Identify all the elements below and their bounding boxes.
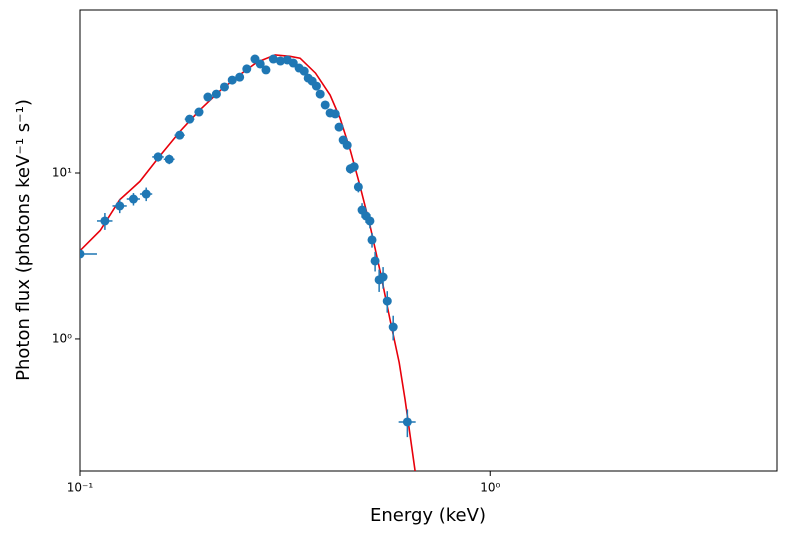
data-point (164, 154, 174, 164)
data-point (275, 56, 285, 66)
data-point (255, 59, 265, 69)
data-point (320, 100, 330, 110)
data-point (330, 109, 340, 119)
data-point (353, 182, 363, 192)
data-point (194, 107, 204, 117)
data-point (334, 122, 344, 132)
data-point (402, 417, 412, 427)
data-point (235, 72, 245, 82)
data-point (382, 296, 392, 306)
data-point (365, 216, 375, 226)
data-point (349, 162, 359, 172)
data-point (288, 58, 298, 68)
data-point (311, 81, 321, 91)
data-point (367, 235, 377, 245)
data-point (378, 272, 388, 282)
data-point (185, 114, 195, 124)
data-point (115, 201, 125, 211)
y-tick-label: 10¹ (52, 165, 72, 179)
data-point (268, 54, 278, 64)
data-point (219, 82, 229, 92)
data-point (153, 152, 163, 162)
data-point (128, 194, 138, 204)
model-curve (80, 54, 416, 471)
x-axis-label: Energy (keV) (370, 505, 486, 526)
data-point (299, 66, 309, 76)
plot-area (80, 54, 416, 471)
x-tick-label: 10⁻¹ (67, 481, 94, 495)
data-point (388, 322, 398, 332)
data-point (370, 256, 380, 266)
y-axis-label: Photon flux (photons keV⁻¹ s⁻¹) (13, 99, 34, 381)
data-point (261, 65, 271, 75)
data-point (227, 75, 237, 85)
data-point (203, 92, 213, 102)
data-point (100, 216, 110, 226)
y-tick-label: 10⁰ (52, 331, 72, 345)
data-point (80, 249, 85, 259)
x-tick-label: 10⁰ (480, 481, 500, 495)
data-point (342, 140, 352, 150)
data-point (211, 89, 221, 99)
data-point (175, 130, 185, 140)
data-point (141, 189, 151, 199)
data-point (315, 89, 325, 99)
data-point (242, 64, 252, 74)
plot-frame (79, 9, 778, 472)
